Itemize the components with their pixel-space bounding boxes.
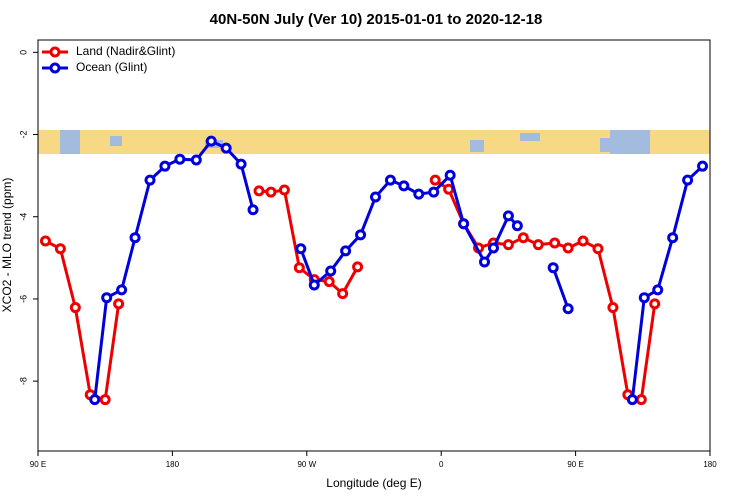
point: [549, 237, 561, 249]
land: [430, 130, 440, 154]
point: [532, 239, 544, 251]
land: [258, 130, 433, 154]
legend-marker: [49, 62, 61, 74]
point: [649, 298, 661, 310]
point: [337, 288, 349, 300]
legend-label: Ocean (Glint): [76, 60, 147, 74]
point: [144, 174, 156, 186]
legend-marker: [49, 46, 61, 58]
point: [682, 174, 694, 186]
point: [247, 204, 259, 216]
point: [562, 303, 574, 315]
x-tick-label: 180: [703, 460, 717, 469]
point: [220, 142, 232, 154]
point: [697, 160, 709, 172]
x-axis-label: Longitude (deg E): [326, 476, 421, 490]
point: [369, 191, 381, 203]
point: [443, 183, 455, 195]
y-tick-label: -8: [18, 377, 28, 385]
y-axis-label: XCO2 - MLO trend (ppm): [0, 178, 14, 313]
point: [265, 186, 277, 198]
land: [535, 130, 610, 154]
point: [444, 169, 456, 181]
y-tick-label: 0: [18, 50, 28, 55]
land: [440, 130, 535, 154]
point: [667, 232, 679, 244]
point: [325, 265, 337, 277]
sea: [470, 140, 484, 152]
point: [429, 174, 441, 186]
legend-label: Land (Nadir&Glint): [76, 44, 175, 58]
sea: [520, 133, 540, 141]
point: [607, 302, 619, 314]
point: [174, 153, 186, 165]
point: [562, 242, 574, 254]
y-tick-label: -4: [18, 213, 28, 221]
point: [547, 262, 559, 274]
x-tick-label: 90 E: [567, 460, 583, 469]
map-band: [38, 130, 710, 154]
point: [502, 239, 514, 251]
x-tick-label: 90 W: [297, 460, 316, 469]
point: [54, 243, 66, 255]
series-line: [44, 178, 657, 402]
point: [352, 261, 364, 273]
point: [159, 160, 171, 172]
point: [278, 184, 290, 196]
point: [502, 210, 514, 222]
series-line: [93, 139, 704, 400]
point: [635, 394, 647, 406]
point: [511, 220, 523, 232]
point: [638, 292, 650, 304]
point: [116, 284, 128, 296]
plot-frame: [37, 39, 711, 452]
point: [129, 232, 141, 244]
point: [235, 158, 247, 170]
point: [295, 243, 307, 255]
point: [458, 218, 470, 230]
point: [626, 394, 638, 406]
point: [479, 256, 491, 268]
point: [398, 180, 410, 192]
point: [308, 279, 320, 291]
point: [652, 284, 664, 296]
sea: [600, 138, 610, 152]
chart-title: 40N-50N July (Ver 10) 2015-01-01 to 2020…: [210, 11, 543, 28]
land: [38, 130, 60, 154]
point: [428, 186, 440, 198]
y-tick-label: -2: [18, 131, 28, 139]
point: [487, 242, 499, 254]
point: [592, 243, 604, 255]
point: [113, 298, 125, 310]
land: [80, 130, 258, 154]
point: [253, 185, 265, 197]
point: [39, 235, 51, 247]
point: [190, 154, 202, 166]
point: [340, 245, 352, 257]
point: [577, 235, 589, 247]
point: [355, 229, 367, 241]
x-tick-label: 0: [439, 460, 444, 469]
land: [650, 130, 710, 154]
sea: [110, 136, 122, 146]
point: [69, 302, 81, 314]
point: [89, 394, 101, 406]
point: [205, 135, 217, 147]
x-tick-label: 180: [166, 460, 180, 469]
x-tick-label: 90 E: [30, 460, 46, 469]
plot-area: [39, 135, 709, 406]
point: [384, 174, 396, 186]
point: [517, 232, 529, 244]
point: [293, 262, 305, 274]
point: [101, 292, 113, 304]
point: [99, 394, 111, 406]
y-tick-label: -6: [18, 295, 28, 303]
point: [413, 188, 425, 200]
point: [323, 276, 335, 288]
